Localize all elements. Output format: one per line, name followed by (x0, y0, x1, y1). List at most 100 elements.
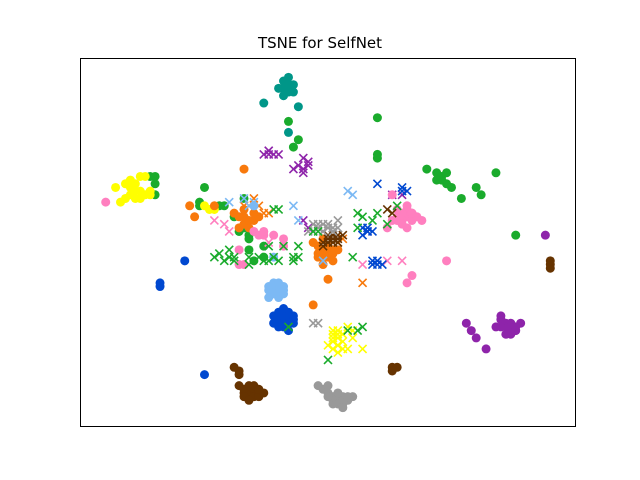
scatter-point-x (209, 215, 219, 226)
scatter-point-x (367, 215, 378, 226)
scatter-point-x (303, 157, 313, 167)
scatter-point (155, 282, 165, 292)
scatter-point-x (229, 252, 239, 262)
scatter-point (288, 318, 298, 328)
scatter-point (511, 230, 521, 240)
scatter-point (185, 201, 195, 211)
scatter-point (101, 197, 111, 207)
scatter-point (234, 370, 244, 380)
scatter-point (501, 329, 511, 339)
scatter-point (200, 182, 209, 192)
scatter-point (229, 362, 239, 372)
scatter-point-x (397, 190, 407, 200)
scatter-point-x (333, 340, 343, 350)
scatter-point-x (298, 153, 308, 163)
scatter-point-x (358, 322, 368, 332)
scatter-point (338, 403, 348, 413)
scatter-point (239, 260, 249, 270)
scatter-point-x (323, 219, 333, 229)
scatter-point-x (333, 215, 343, 226)
scatter-point-x (209, 252, 219, 262)
scatter-point-x (249, 193, 259, 204)
scatter-point-x (387, 208, 397, 218)
scatter-point-x (343, 322, 353, 332)
scatter-point-x (372, 208, 382, 218)
scatter-point (407, 208, 417, 218)
scatter-marks (101, 72, 555, 413)
scatter-point-x (293, 160, 303, 170)
scatter-point-x (214, 248, 224, 259)
scatter-point-x (372, 256, 382, 266)
scatter-point-x (333, 234, 343, 244)
scatter-point-x (328, 226, 338, 237)
scatter-point-x (303, 223, 313, 233)
scatter-point (308, 238, 318, 247)
scatter-point (456, 193, 466, 203)
scatter-point (293, 102, 303, 112)
scatter-point (491, 168, 501, 178)
scatter-point-x (338, 329, 348, 339)
scatter-point-x (358, 230, 368, 240)
scatter-point (234, 381, 244, 391)
scatter-point (209, 201, 219, 211)
scatter-point-x (288, 164, 298, 174)
scatter-point (422, 164, 432, 174)
scatter-point (249, 208, 259, 218)
scatter-point-x (264, 146, 274, 156)
scatter-point-x (254, 252, 264, 262)
scatter-point-x (219, 256, 229, 266)
scatter-point (279, 282, 289, 292)
scatter-point-x (224, 197, 234, 207)
scatter-point-x (353, 223, 363, 233)
scatter-point-x (313, 226, 323, 237)
scatter-point (279, 234, 289, 244)
scatter-point (244, 395, 254, 405)
scatter-point (545, 256, 555, 266)
scatter-point-x (323, 223, 333, 233)
scatter-point-x (274, 256, 284, 266)
scatter-point (279, 289, 289, 299)
scatter-point-x (244, 201, 254, 211)
scatter-point-x (343, 186, 353, 196)
scatter-point (407, 271, 417, 281)
scatter-point-x (343, 344, 353, 354)
chart-title: TSNE for SelfNet (257, 34, 383, 52)
scatter-point-x (358, 259, 368, 270)
scatter-point-x (264, 208, 274, 218)
scatter-point-x (249, 197, 259, 207)
scatter-point (313, 381, 323, 391)
scatter-point (471, 333, 481, 343)
scatter-point (387, 366, 397, 376)
scatter-point-x (244, 252, 254, 262)
scatter-point-x (362, 226, 373, 237)
scatter-point-x (283, 322, 294, 332)
scatter-point (402, 223, 412, 233)
scatter-point-x (358, 278, 368, 288)
scatter-point-x (264, 237, 274, 248)
scatter-point (343, 392, 353, 402)
scatter-point (466, 326, 476, 336)
plot-area-frame (80, 58, 576, 427)
scatter-point (264, 293, 274, 303)
scatter-point (269, 230, 279, 240)
scatter-point-x (362, 223, 373, 233)
scatter-point-x (303, 160, 313, 170)
scatter-point (283, 116, 293, 126)
scatter-point-x (333, 348, 343, 358)
scatter-point-x (298, 168, 308, 178)
scatter-point-x (239, 193, 249, 204)
scatter-point-x (372, 259, 382, 270)
scatter-point-x (382, 204, 392, 215)
scatter-point (190, 212, 200, 222)
scatter-point (417, 215, 427, 225)
scatter-point (442, 168, 452, 178)
scatter-point-x (402, 186, 412, 196)
scatter-point (447, 182, 456, 192)
scatter-point-x (313, 318, 323, 328)
scatter-point (288, 142, 298, 152)
scatter-point (274, 322, 284, 332)
scatter-point (372, 153, 382, 163)
scatter-point-x (274, 149, 284, 159)
scatter-point (323, 381, 333, 391)
scatter-point (432, 175, 442, 185)
